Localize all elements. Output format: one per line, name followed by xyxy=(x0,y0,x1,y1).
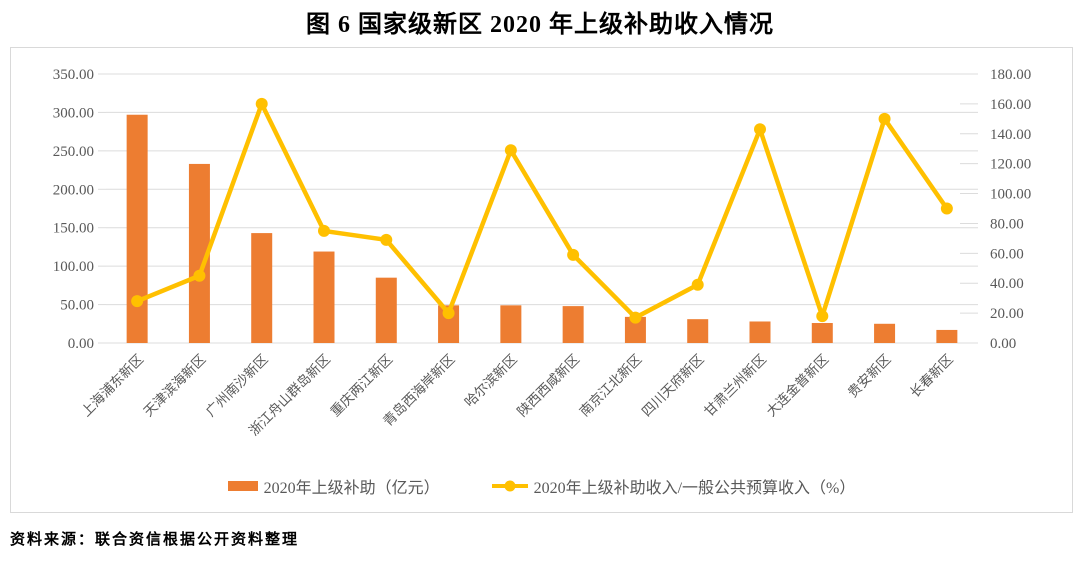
svg-text:南京江北新区: 南京江北新区 xyxy=(577,352,645,420)
bar-3 xyxy=(313,251,335,343)
line-series-marker-icon xyxy=(504,480,516,492)
line-point-7 xyxy=(567,248,580,261)
svg-text:200.00: 200.00 xyxy=(53,182,94,198)
svg-text:50.00: 50.00 xyxy=(60,298,94,314)
left-axis-labels: 0.00 50.00 100.00 150.00 200.00 250.00 300.00 3… xyxy=(53,67,94,352)
svg-text:160.00: 160.00 xyxy=(990,97,1031,113)
svg-text:大连金普新区: 大连金普新区 xyxy=(764,352,832,420)
line-point-12 xyxy=(878,112,891,125)
svg-text:60.00: 60.00 xyxy=(990,246,1024,262)
line-point-3 xyxy=(318,224,330,237)
bar-series xyxy=(126,114,958,343)
source-note: 资料来源：联合资信根据公开资料整理 xyxy=(10,532,300,548)
svg-text:80.00: 80.00 xyxy=(990,216,1024,232)
svg-text:20.00: 20.00 xyxy=(990,306,1024,322)
line-point-2 xyxy=(255,97,268,110)
gridlines xyxy=(98,73,978,344)
svg-text:上海浦东新区: 上海浦东新区 xyxy=(78,352,146,420)
bar-8 xyxy=(624,316,646,343)
x-axis-labels: 上海浦东新区天津滨海新区广州南沙新区浙江舟山群岛新区重庆两江新区青岛西海岸新区哈… xyxy=(78,352,956,439)
line-point-9 xyxy=(691,278,704,291)
chart-legend: 2020年上级补助（亿元） 2020年上级补助收入/一般公共预算收入（%） xyxy=(11,474,1072,498)
bar-series-swatch-icon xyxy=(227,481,258,491)
svg-text:甘肃兰州新区: 甘肃兰州新区 xyxy=(701,352,769,420)
line-point-11 xyxy=(816,310,829,323)
line-point-5 xyxy=(442,307,455,320)
bar-6 xyxy=(500,305,522,343)
bar-9 xyxy=(687,319,709,343)
line-series-swatch-icon xyxy=(491,480,528,492)
line-point-6 xyxy=(504,144,517,157)
svg-text:180.00: 180.00 xyxy=(990,67,1031,83)
combo-chart: 0.00 50.00 100.00 150.00 200.00 250.00 300.00 3… xyxy=(53,67,1032,439)
bar-12 xyxy=(874,323,896,343)
bar-10 xyxy=(749,321,771,343)
chart-frame: 0.00 50.00 100.00 150.00 200.00 250.00 300.00 3… xyxy=(10,47,1073,513)
svg-text:重庆两江新区: 重庆两江新区 xyxy=(328,352,396,420)
svg-text:120.00: 120.00 xyxy=(990,157,1031,173)
line-point-10 xyxy=(754,123,766,136)
svg-text:140.00: 140.00 xyxy=(990,127,1031,143)
right-axis-labels: 0.00 20.00 40.00 60.00 80.00 100.00 120.00 140.… xyxy=(960,67,1031,352)
svg-text:0.00: 0.00 xyxy=(68,336,94,352)
line-point-13 xyxy=(940,202,953,215)
line-point-0 xyxy=(131,295,144,308)
svg-text:哈尔滨新区: 哈尔滨新区 xyxy=(462,352,520,410)
svg-text:250.00: 250.00 xyxy=(53,144,94,160)
svg-text:300.00: 300.00 xyxy=(53,105,94,121)
line-point-4 xyxy=(380,233,393,246)
svg-text:广州南沙新区: 广州南沙新区 xyxy=(203,352,271,420)
svg-text:天津滨海新区: 天津滨海新区 xyxy=(141,352,209,420)
chart-title: 图 6 国家级新区 2020 年上级补助收入情况 xyxy=(306,12,774,38)
svg-text:40.00: 40.00 xyxy=(990,276,1024,292)
svg-text:0.00: 0.00 xyxy=(990,336,1016,352)
bar-1 xyxy=(188,163,210,343)
svg-text:贵安新区: 贵安新区 xyxy=(845,352,894,401)
bar-13 xyxy=(936,329,958,343)
legend-item-line-series: 2020年上级补助收入/一般公共预算收入（%） xyxy=(491,474,856,498)
svg-text:350.00: 350.00 xyxy=(53,67,94,83)
line-series xyxy=(131,97,953,324)
legend-item-bar-series: 2020年上级补助（亿元） xyxy=(227,474,440,498)
line-point-8 xyxy=(629,311,642,324)
svg-text:陕西西咸新区: 陕西西咸新区 xyxy=(514,352,582,420)
svg-text:四川天府新区: 四川天府新区 xyxy=(639,352,707,420)
svg-text:长春新区: 长春新区 xyxy=(907,352,956,401)
svg-text:150.00: 150.00 xyxy=(53,221,94,237)
bar-0 xyxy=(126,114,148,343)
bar-4 xyxy=(375,277,397,343)
svg-text:100.00: 100.00 xyxy=(990,187,1031,203)
line-series-label: 2020年上级补助收入/一般公共预算收入（%） xyxy=(533,480,856,497)
bar-series-label: 2020年上级补助（亿元） xyxy=(263,480,440,497)
bar-7 xyxy=(562,306,584,343)
svg-text:100.00: 100.00 xyxy=(53,259,94,275)
bar-11 xyxy=(811,323,833,343)
bar-2 xyxy=(251,233,273,343)
line-point-1 xyxy=(193,269,206,282)
